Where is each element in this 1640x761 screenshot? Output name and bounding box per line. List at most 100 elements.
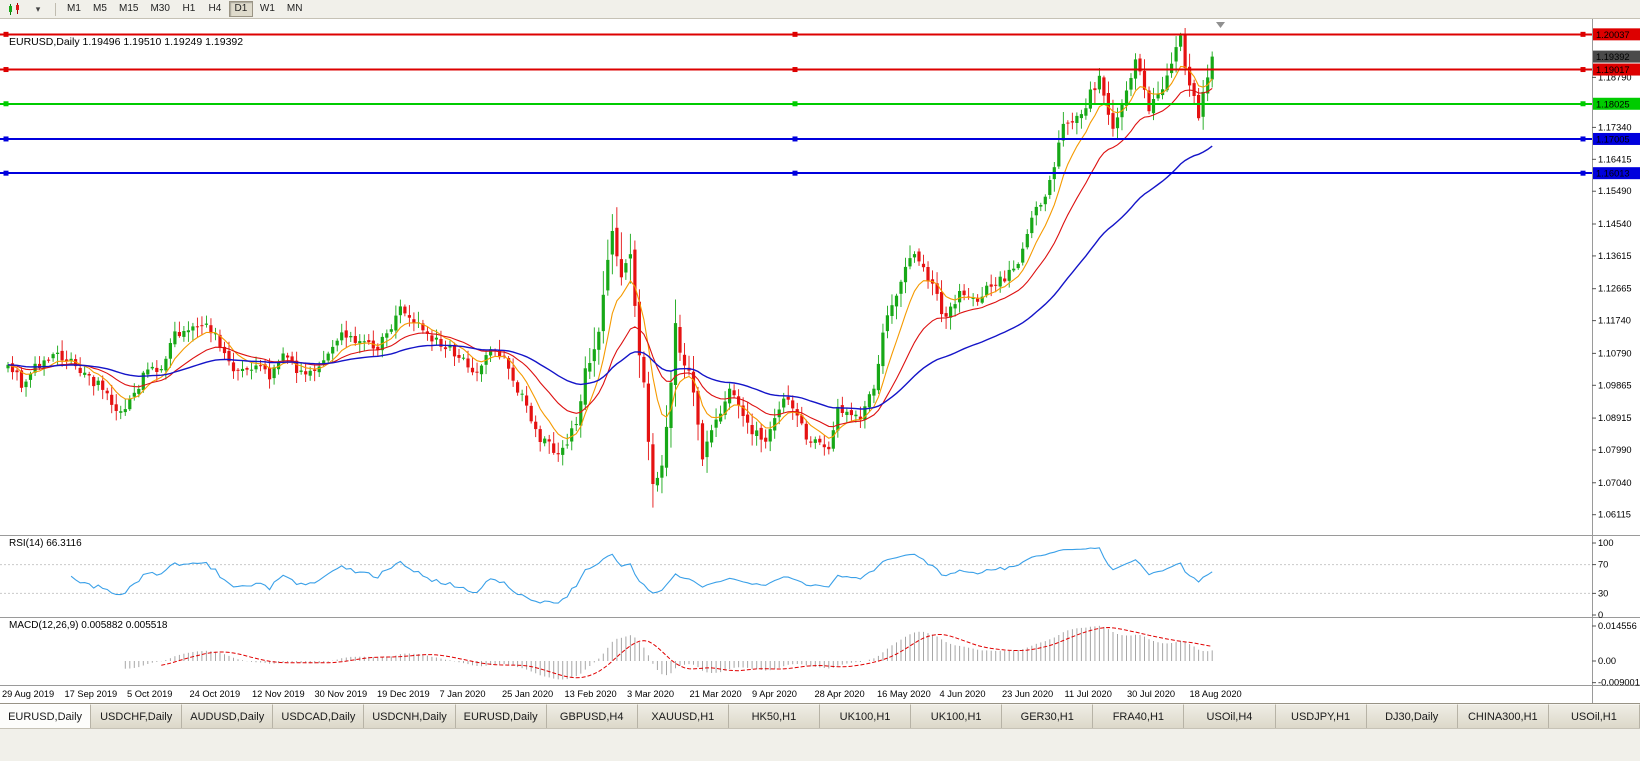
- date-axis-label: 23 Jun 2020: [1002, 689, 1053, 699]
- price-tag-label: 1.16013: [1596, 169, 1630, 179]
- timeframe-button-w1[interactable]: W1: [255, 1, 280, 17]
- rsi-value: 66.3116: [46, 538, 82, 549]
- macd-axis-label: 0.00: [1598, 656, 1616, 666]
- chart-tab-eurusd-daily[interactable]: EURUSD,Daily: [455, 704, 547, 728]
- chart-tab-uk100-h1[interactable]: UK100,H1: [911, 704, 1003, 728]
- candlestick-chart-icon[interactable]: [3, 0, 25, 18]
- chart-tab-usdjpy-h1[interactable]: USDJPY,H1: [1275, 704, 1367, 728]
- chart-shift-marker-icon[interactable]: [1216, 22, 1225, 28]
- price-tick-label: 1.18790: [1598, 72, 1632, 82]
- hline-handle[interactable]: [792, 67, 798, 73]
- date-axis-label: 17 Sep 2019: [65, 689, 118, 699]
- hline-handle[interactable]: [1580, 67, 1586, 73]
- price-tag-label: 1.20037: [1596, 30, 1630, 40]
- hline-handle[interactable]: [792, 31, 798, 37]
- rsi-name: RSI(14): [9, 538, 44, 549]
- hline-handle[interactable]: [792, 170, 798, 176]
- macd-signal-line: [161, 626, 1213, 679]
- date-axis-label: 11 Jul 2020: [1065, 689, 1112, 699]
- timeframe-toolbar: ▾ M1 M5 M15 M30 H1 H4 D1 W1 MN: [0, 0, 1640, 19]
- chart-tab-hk50-h1[interactable]: HK50,H1: [728, 704, 820, 728]
- chart-tab-fra40-h1[interactable]: FRA40,H1: [1093, 704, 1185, 728]
- chart-tab-xauusd-h1[interactable]: XAUUSD,H1: [637, 704, 729, 728]
- timeframe-button-m1[interactable]: M1: [62, 1, 86, 17]
- rsi-axis-label: 0: [1598, 610, 1603, 620]
- date-axis-label: 12 Nov 2019: [252, 689, 305, 699]
- price-tick-label: 1.11740: [1598, 316, 1631, 326]
- chart-tab-usdcnh-daily[interactable]: USDCNH,Daily: [364, 704, 456, 728]
- chart-tab-china300-h1[interactable]: CHINA300,H1: [1457, 704, 1549, 728]
- chart-tab-usdchf-daily[interactable]: USDCHF,Daily: [91, 704, 183, 728]
- hline-handle[interactable]: [3, 67, 9, 73]
- chart-tab-usdcad-daily[interactable]: USDCAD,Daily: [273, 704, 365, 728]
- hline-handle[interactable]: [3, 136, 9, 142]
- candlestick-chart-icon-glyph: [8, 2, 19, 15]
- date-axis-label: 24 Oct 2019: [190, 689, 241, 699]
- rsi-axis-label: 30: [1598, 588, 1608, 598]
- chart-tab-audusd-daily[interactable]: AUDUSD,Daily: [182, 704, 274, 728]
- hline-handle[interactable]: [1580, 101, 1586, 107]
- chart-tab-usoil-h1[interactable]: USOil,H1: [1548, 704, 1640, 728]
- hline-handle[interactable]: [792, 136, 798, 142]
- date-axis-label: 21 Mar 2020: [690, 689, 742, 699]
- price-tick-label: 1.14540: [1598, 219, 1632, 229]
- price-tag-label: 1.17005: [1596, 134, 1630, 144]
- slow-ma-line: [7, 145, 1213, 410]
- hline-handle[interactable]: [1580, 136, 1586, 142]
- hline-handle[interactable]: [1580, 31, 1586, 37]
- chart-tab-dj30-daily[interactable]: DJ30,Daily: [1366, 704, 1458, 728]
- price-tick-label: 1.15490: [1598, 186, 1632, 196]
- macd-axis-label: -0.009001: [1598, 678, 1640, 688]
- timeframe-buttons: M1 M5 M15 M30 H1 H4 D1 W1 MN: [62, 1, 307, 17]
- price-tick-label: 1.12665: [1598, 284, 1632, 294]
- hline-handle[interactable]: [1580, 170, 1586, 176]
- timeframe-button-h1[interactable]: H1: [177, 1, 201, 17]
- rsi-axis-label: 70: [1598, 560, 1608, 570]
- chart-tab-gbpusd-h4[interactable]: GBPUSD,H4: [546, 704, 638, 728]
- timeframe-button-m30[interactable]: M30: [145, 1, 174, 17]
- timeframe-button-h4[interactable]: H4: [203, 1, 227, 17]
- candles: [6, 28, 1214, 508]
- hline-handle[interactable]: [3, 101, 9, 107]
- chart-tab-usoil-h4[interactable]: USOil,H4: [1184, 704, 1276, 728]
- timeframe-button-m15[interactable]: M15: [114, 1, 143, 17]
- chart-tab-uk100-h1[interactable]: UK100,H1: [819, 704, 912, 728]
- timeframe-button-d1[interactable]: D1: [228, 1, 253, 17]
- date-axis-label: 30 Jul 2020: [1127, 689, 1175, 699]
- chevron-down-icon: ▾: [35, 4, 41, 14]
- chart-tab-ger30-h1[interactable]: GER30,H1: [1002, 704, 1094, 728]
- hline-handle[interactable]: [3, 31, 9, 37]
- rsi-indicator-label: RSI(14) 66.3116: [9, 538, 82, 549]
- price-tick-label: 1.06115: [1598, 510, 1631, 520]
- toolbar-separator: [55, 2, 56, 16]
- chart-canvas[interactable]: 1.18790 1.17340 1.16415 1.15490 1.14540 1.136…: [0, 19, 1640, 703]
- status-bar: [0, 728, 1640, 761]
- date-axis-label: 9 Apr 2020: [752, 689, 797, 699]
- chart-tab-eurusd-daily[interactable]: EURUSD,Daily: [0, 704, 92, 728]
- date-axis-label: 5 Oct 2019: [127, 689, 172, 699]
- price-tag: [1593, 132, 1640, 145]
- chart-ohlc-values: 1.19496 1.19510 1.19249 1.19392: [82, 36, 244, 48]
- price-tag: [1593, 97, 1640, 110]
- date-axis-label: 13 Feb 2020: [565, 689, 617, 699]
- date-axis-label: 7 Jan 2020: [440, 689, 486, 699]
- timeframe-button-mn[interactable]: MN: [282, 1, 308, 17]
- date-axis-label: 18 Aug 2020: [1190, 689, 1242, 699]
- date-axis-label: 28 Apr 2020: [815, 689, 865, 699]
- price-tick-label: 1.13615: [1598, 251, 1632, 261]
- rsi-line: [70, 547, 1213, 604]
- date-axis-label: 16 May 2020: [877, 689, 931, 699]
- price-tick-label: 1.10790: [1598, 348, 1632, 358]
- date-axis-label: 30 Nov 2019: [315, 689, 368, 699]
- price-tag-label: 1.19392: [1596, 52, 1630, 62]
- price-tag: [1593, 28, 1640, 41]
- chart-type-dropdown[interactable]: ▾: [27, 0, 49, 18]
- hline-handle[interactable]: [792, 101, 798, 107]
- price-tag-label: 1.19017: [1596, 65, 1630, 75]
- timeframe-button-m5[interactable]: M5: [88, 1, 112, 17]
- price-tick-label: 1.07040: [1598, 478, 1632, 488]
- macd-name: MACD(12,26,9): [9, 620, 79, 631]
- date-axis-label: 4 Jun 2020: [940, 689, 986, 699]
- price-tick-label: 1.07990: [1598, 445, 1632, 455]
- hline-handle[interactable]: [3, 170, 9, 176]
